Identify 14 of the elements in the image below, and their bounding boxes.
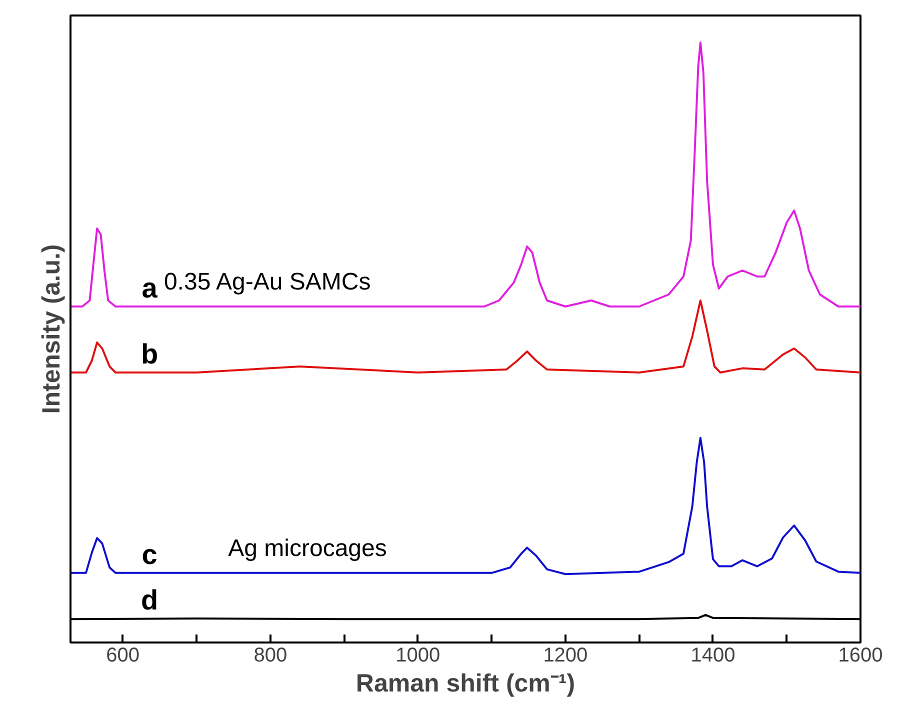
annotation: Ag microcages — [228, 534, 387, 562]
annotation: 0.35 Ag-Au SAMCs — [164, 268, 371, 296]
x-tick-label: 1200 — [543, 644, 588, 666]
series-label: d — [140, 584, 158, 616]
x-tick-label: 1600 — [838, 644, 883, 666]
series-label: a — [142, 272, 158, 304]
series-label: c — [142, 538, 158, 570]
x-tick-label: 1400 — [690, 644, 736, 666]
x-axis-title: Raman shift (cm⁻¹) — [356, 670, 576, 698]
x-tick-label: 600 — [106, 644, 140, 666]
y-axis-title: Intensity (a.u.) — [38, 244, 66, 414]
x-tick-label: 1000 — [396, 644, 440, 666]
x-tick-label: 800 — [254, 644, 288, 666]
series-label: b — [140, 338, 158, 370]
